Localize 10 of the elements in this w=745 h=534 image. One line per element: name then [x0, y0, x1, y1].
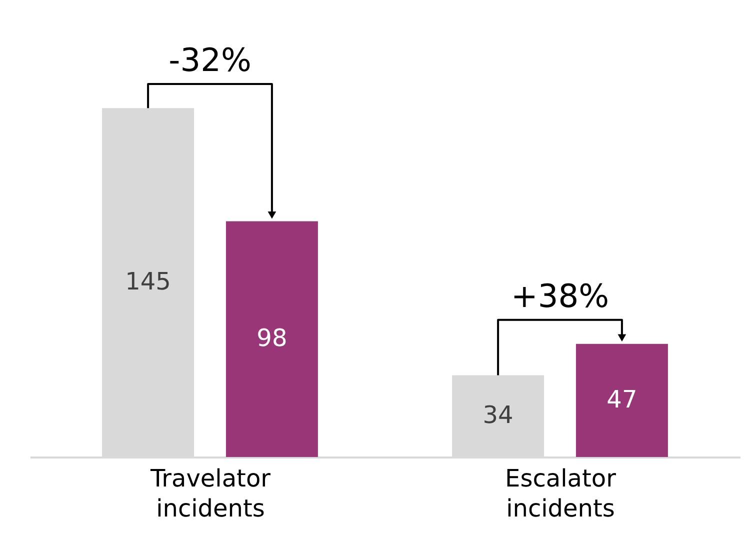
- data-label: 34: [482, 401, 514, 430]
- text: -32%: [168, 41, 252, 80]
- bar: [576, 344, 668, 457]
- data-label: 47: [606, 385, 638, 414]
- bar: [226, 221, 318, 457]
- x-tick-label: Travelator incidents: [149, 464, 271, 522]
- data-label: 145: [125, 268, 171, 296]
- x-tick-label: Escalator incidents: [505, 464, 616, 522]
- annotation: +38%: [511, 276, 609, 315]
- data-label: 98: [256, 324, 288, 352]
